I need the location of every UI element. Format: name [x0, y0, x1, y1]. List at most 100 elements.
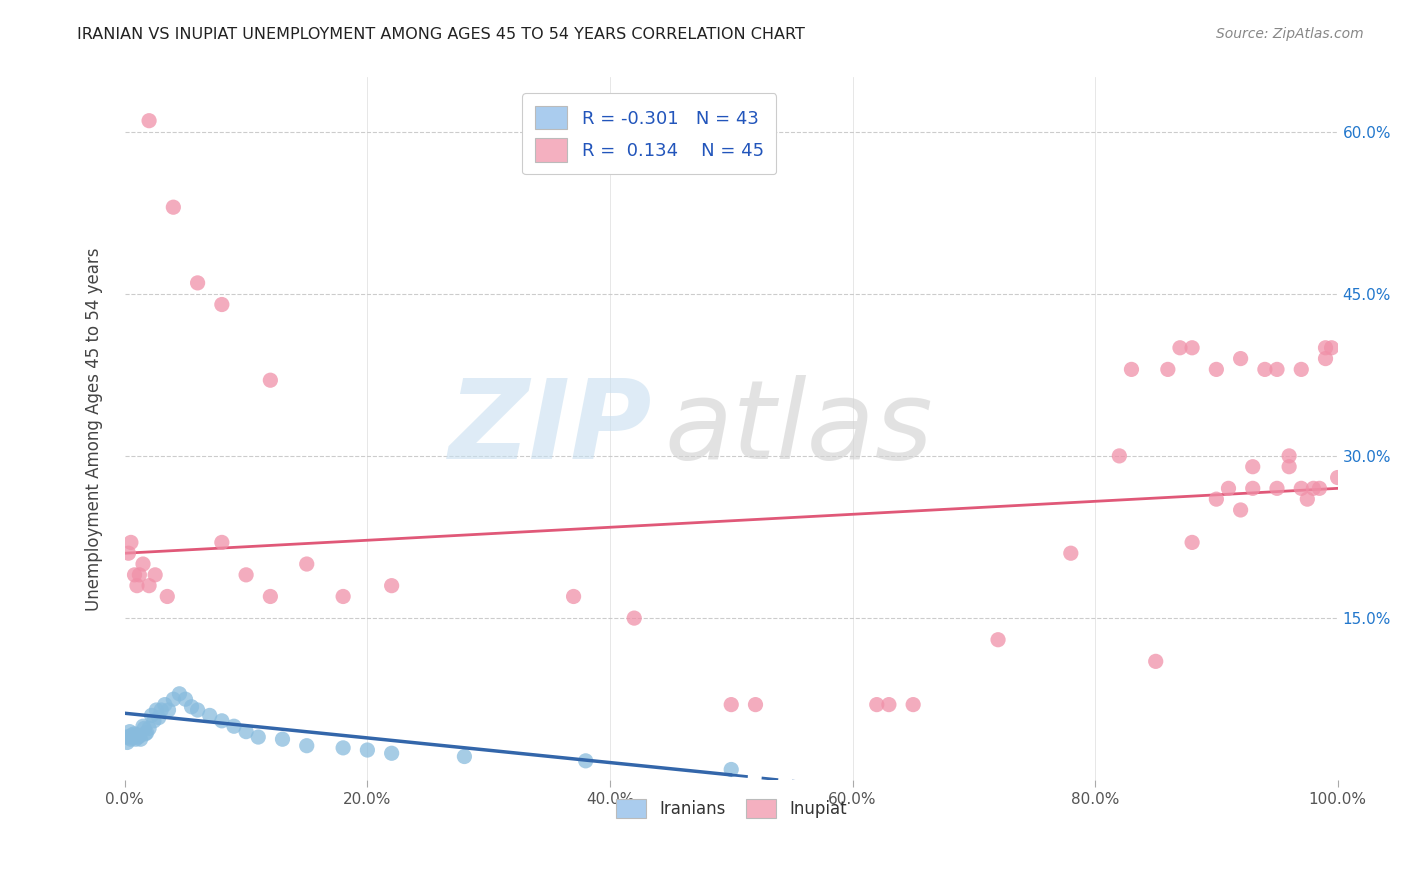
Point: [720, 763, 742, 777]
Point: [1302, 481, 1324, 495]
Point: [135, 725, 157, 739]
Point: [259, 590, 281, 604]
Point: [562, 590, 585, 604]
Point: [744, 698, 766, 712]
Point: [1291, 481, 1313, 495]
Point: [381, 746, 404, 760]
Point: [127, 730, 149, 744]
Point: [125, 579, 148, 593]
Point: [211, 297, 233, 311]
Point: [162, 692, 184, 706]
Point: [180, 699, 202, 714]
Point: [235, 724, 257, 739]
Point: [222, 719, 245, 733]
Point: [1320, 341, 1343, 355]
Point: [1291, 362, 1313, 376]
Point: [295, 739, 318, 753]
Point: [1278, 449, 1301, 463]
Point: [1060, 546, 1083, 560]
Point: [623, 611, 645, 625]
Point: [125, 728, 148, 742]
Point: [162, 200, 184, 214]
Text: Source: ZipAtlas.com: Source: ZipAtlas.com: [1216, 27, 1364, 41]
Text: ZIP: ZIP: [449, 376, 652, 483]
Point: [1218, 481, 1240, 495]
Point: [122, 730, 145, 744]
Point: [235, 567, 257, 582]
Point: [1265, 362, 1288, 376]
Text: atlas: atlas: [665, 376, 934, 483]
Point: [247, 730, 270, 744]
Point: [1296, 492, 1319, 507]
Point: [143, 567, 166, 582]
Point: [720, 698, 742, 712]
Point: [332, 740, 354, 755]
Point: [138, 722, 160, 736]
Point: [117, 730, 139, 744]
Point: [1265, 481, 1288, 495]
Point: [1121, 362, 1143, 376]
Point: [187, 276, 209, 290]
Point: [987, 632, 1010, 647]
Point: [148, 710, 170, 724]
Point: [134, 722, 156, 736]
Point: [1157, 362, 1180, 376]
Point: [211, 535, 233, 549]
Point: [150, 703, 173, 717]
Point: [129, 732, 152, 747]
Point: [115, 730, 138, 744]
Point: [1315, 341, 1337, 355]
Point: [124, 727, 146, 741]
Point: [1205, 492, 1227, 507]
Point: [118, 724, 141, 739]
Point: [877, 698, 900, 712]
Point: [1181, 341, 1204, 355]
Text: IRANIAN VS INUPIAT UNEMPLOYMENT AMONG AGES 45 TO 54 YEARS CORRELATION CHART: IRANIAN VS INUPIAT UNEMPLOYMENT AMONG AG…: [77, 27, 806, 42]
Point: [866, 698, 889, 712]
Point: [1254, 362, 1277, 376]
Point: [117, 735, 139, 749]
Point: [138, 579, 160, 593]
Point: [901, 698, 924, 712]
Point: [142, 714, 165, 728]
Point: [141, 708, 163, 723]
Point: [156, 590, 179, 604]
Point: [187, 703, 209, 717]
Point: [121, 728, 143, 742]
Point: [1326, 470, 1348, 484]
Point: [259, 373, 281, 387]
Point: [174, 692, 197, 706]
Point: [1205, 362, 1227, 376]
Point: [124, 567, 146, 582]
Point: [128, 729, 150, 743]
Point: [1144, 654, 1167, 668]
Point: [120, 535, 142, 549]
Point: [157, 703, 180, 717]
Point: [134, 727, 156, 741]
Point: [1229, 351, 1251, 366]
Point: [271, 732, 294, 747]
Point: [332, 590, 354, 604]
Point: [132, 719, 155, 733]
Point: [1168, 341, 1191, 355]
Point: [132, 557, 155, 571]
Point: [138, 113, 160, 128]
Point: [125, 732, 148, 747]
Point: [145, 703, 167, 717]
Point: [1108, 449, 1130, 463]
Point: [128, 567, 150, 582]
Legend: Iranians, Inupiat: Iranians, Inupiat: [609, 792, 853, 825]
Point: [169, 687, 191, 701]
Point: [1315, 351, 1337, 366]
Point: [575, 754, 598, 768]
Point: [1241, 459, 1264, 474]
Point: [117, 546, 139, 560]
Y-axis label: Unemployment Among Ages 45 to 54 years: Unemployment Among Ages 45 to 54 years: [86, 247, 103, 611]
Point: [211, 714, 233, 728]
Point: [153, 698, 176, 712]
Point: [1229, 503, 1251, 517]
Point: [381, 579, 404, 593]
Point: [1241, 481, 1264, 495]
Point: [295, 557, 318, 571]
Point: [198, 708, 221, 723]
